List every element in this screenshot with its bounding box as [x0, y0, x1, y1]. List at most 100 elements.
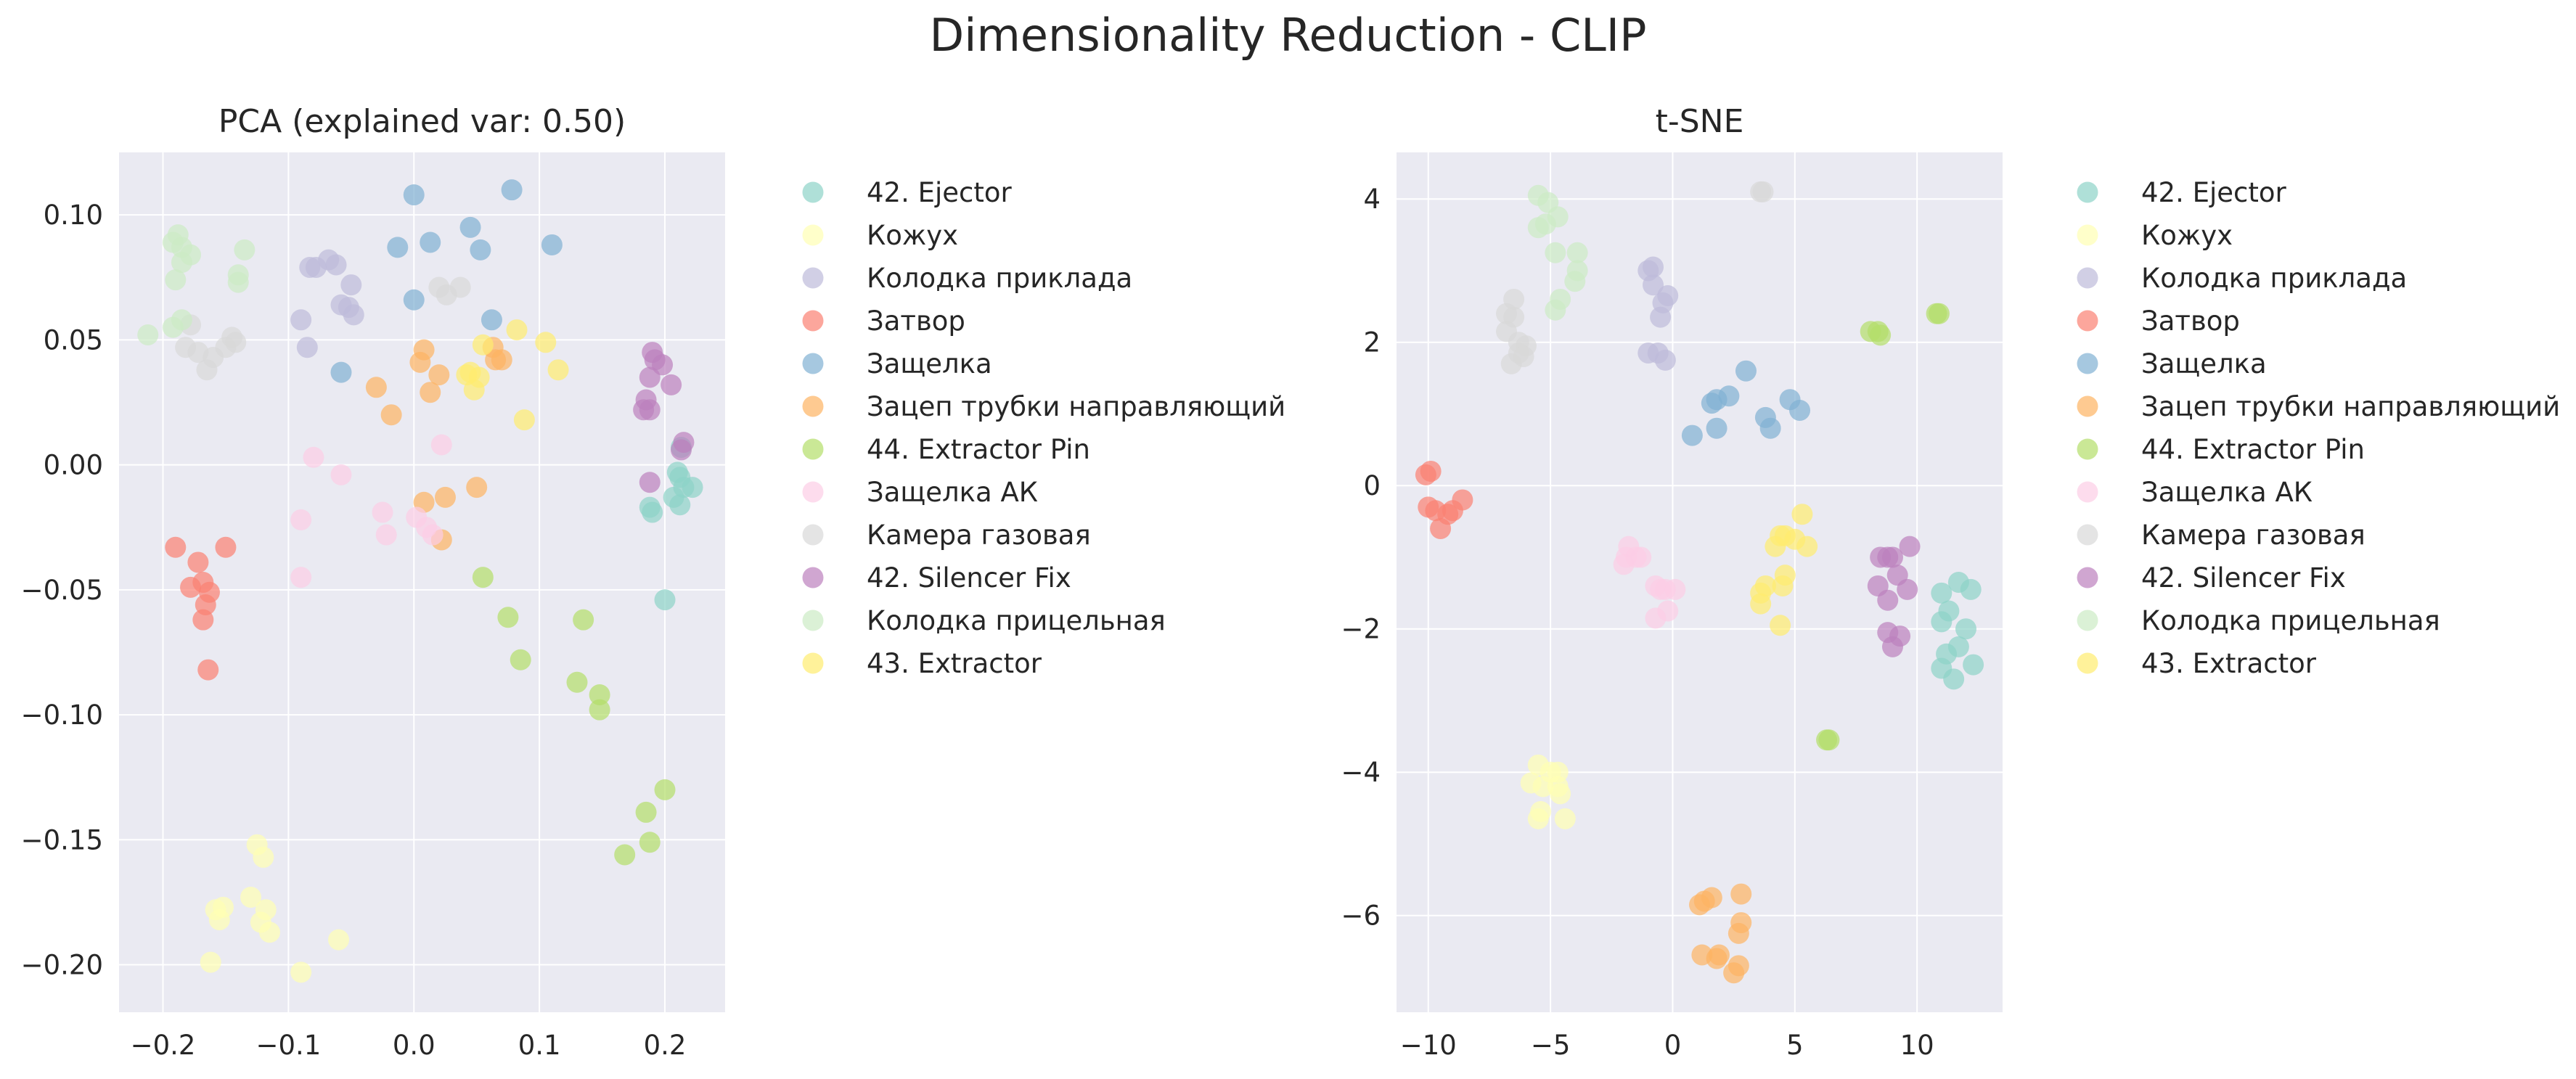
- pca-y-tick-label: −0.05: [21, 575, 103, 606]
- tsne-scatter-point: [1550, 783, 1571, 805]
- tsne-scatter-point: [1650, 306, 1672, 328]
- pca-scatter-point: [635, 801, 657, 823]
- pca-scatter-point: [639, 832, 661, 853]
- tsne-subplot-title: t-SNE: [1656, 103, 1744, 140]
- pca-scatter-point: [192, 609, 214, 631]
- pca-scatter-point: [325, 254, 347, 276]
- pca-scatter-point: [137, 324, 159, 345]
- pca-scatter-point: [258, 922, 280, 943]
- tsne-scatter-point: [1735, 360, 1757, 382]
- pca-legend-marker: [802, 481, 824, 503]
- figure-title: Dimensionality Reduction - CLIP: [929, 9, 1647, 62]
- pca-x-tick-label: −0.1: [255, 1030, 321, 1061]
- pca-y-tick-label: −0.20: [21, 950, 103, 981]
- pca-scatter-point: [501, 179, 523, 201]
- pca-subplot: −0.2 −0.1 0.0 0.1 0.2 −0.20 −0.15 −0.10 −0.05 0.0…: [21, 103, 1286, 1061]
- tsne-legend-marker: [2077, 652, 2098, 674]
- pca-scatter-point: [196, 359, 218, 381]
- tsne-y-tick-label: 0: [1363, 470, 1381, 501]
- tsne-scatter-point: [1796, 536, 1818, 557]
- pca-scatter-point: [506, 319, 528, 341]
- tsne-scatter-point: [1554, 808, 1576, 829]
- tsne-legend-label: Колодка прицельная: [2141, 605, 2440, 636]
- pca-scatter-point: [430, 434, 452, 456]
- pca-scatter-point: [290, 309, 312, 331]
- tsne-y-tick-label: 2: [1363, 327, 1381, 358]
- tsne-scatter-point: [1643, 274, 1664, 296]
- pca-scatter-point: [422, 524, 443, 546]
- pca-scatter-point: [510, 649, 531, 670]
- tsne-scatter-point: [1645, 607, 1667, 629]
- tsne-scatter-point: [1534, 213, 1556, 235]
- pca-legend-label: Кожух: [867, 220, 958, 251]
- pca-scatter-point: [566, 671, 588, 693]
- pca-scatter-point: [472, 567, 494, 588]
- tsne-scatter-point: [1566, 242, 1588, 263]
- pca-scatter-point: [589, 684, 610, 706]
- pca-scatter-point: [513, 409, 535, 431]
- tsne-legend-label: Защелка АК: [2141, 477, 2313, 508]
- pca-scatter-point: [303, 446, 324, 468]
- tsne-scatter-point: [1706, 948, 1727, 969]
- tsne-scatter-point: [1654, 349, 1676, 371]
- pca-scatter-point: [459, 216, 481, 238]
- pca-scatter-point: [387, 237, 409, 258]
- pca-scatter-point: [340, 274, 362, 296]
- pca-y-tick-label: −0.10: [21, 699, 103, 731]
- tsne-legend-label: 43. Extractor: [2141, 648, 2317, 679]
- pca-scatter-point: [330, 361, 352, 383]
- pca-legend-marker: [802, 353, 824, 374]
- pca-scatter-point: [330, 464, 352, 485]
- tsne-scatter-point: [1545, 299, 1566, 321]
- tsne-scatter-point: [1532, 776, 1554, 797]
- pca-legend-label: 42. Silencer Fix: [867, 562, 1071, 594]
- pca-legend-label: Колодка приклада: [867, 263, 1132, 294]
- tsne-x-tick-label: 10: [1900, 1030, 1934, 1061]
- pca-scatter-point: [225, 332, 247, 353]
- tsne-scatter-point: [1420, 460, 1442, 482]
- pca-y-tick-label: −0.15: [21, 824, 103, 856]
- pca-scatter-point: [670, 439, 692, 461]
- pca-scatter-point: [481, 309, 502, 331]
- pca-scatter-point: [212, 896, 234, 918]
- tsne-scatter-point: [1630, 546, 1652, 568]
- tsne-scatter-point: [1442, 500, 1463, 522]
- pca-scatter-point: [589, 699, 610, 721]
- pca-scatter-point: [459, 361, 481, 383]
- pca-scatter-point: [409, 351, 431, 373]
- tsne-scatter-point: [1899, 536, 1921, 557]
- pca-scatter-point: [436, 284, 457, 305]
- tsne-legend-label: Зацеп трубки направляющий: [2141, 391, 2560, 422]
- tsne-x-tick-label: −5: [1531, 1030, 1571, 1061]
- tsne-legend-marker: [2077, 224, 2098, 246]
- pca-legend-marker: [802, 310, 824, 332]
- tsne-legend-marker: [2077, 395, 2098, 417]
- pca-legend-marker: [802, 224, 824, 246]
- tsne-scatter-point: [1527, 808, 1549, 829]
- pca-legend-label: Колодка прицельная: [867, 605, 1166, 636]
- pca-scatter-point: [290, 567, 312, 588]
- tsne-legend-label: Защелка: [2141, 348, 2267, 380]
- pca-scatter-point: [491, 349, 512, 371]
- pca-x-tick-label: 0.0: [393, 1030, 436, 1061]
- pca-scatter-point: [290, 509, 312, 530]
- tsne-y-tick-label: 4: [1363, 184, 1381, 215]
- tsne-legend-marker: [2077, 438, 2098, 460]
- tsne-subplot: −10 −5 0 5 10 −6 −4 −2 0 2 4 t-SNE 42. Ejector Кожух К…: [1341, 103, 2560, 1061]
- tsne-scatter-point: [1564, 271, 1586, 292]
- pca-scatter-point: [639, 366, 661, 388]
- pca-legend-label: Защелка АК: [867, 477, 1038, 508]
- tsne-scatter-point: [1770, 615, 1791, 636]
- pca-scatter-point: [403, 184, 425, 206]
- tsne-scatter-point: [1818, 729, 1840, 751]
- pca-scatter-point: [375, 524, 397, 546]
- tsne-scatter-point: [1750, 593, 1772, 615]
- tsne-scatter-point: [1960, 578, 1982, 600]
- tsne-legend-marker: [2077, 267, 2098, 289]
- pca-scatter-point: [234, 239, 255, 260]
- pca-scatter-point: [428, 364, 450, 386]
- pca-scatter-point: [296, 337, 318, 358]
- tsne-legend-marker: [2077, 481, 2098, 503]
- tsne-scatter-point: [1772, 575, 1794, 596]
